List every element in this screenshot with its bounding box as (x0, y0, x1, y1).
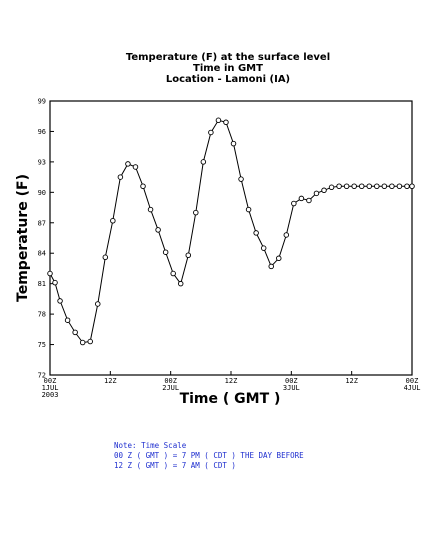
x-tick-label: 4JUL (404, 384, 421, 392)
chart-title-line-1: Temperature (F) at the surface level (126, 52, 330, 63)
data-point (253, 230, 259, 236)
data-point (208, 129, 214, 136)
y-axis-ticks: 72 75 78 81 84 87 90 93 96 99 (38, 98, 54, 380)
data-point (79, 339, 86, 346)
data-point (223, 119, 229, 126)
data-point (343, 183, 350, 189)
data-point (268, 263, 274, 270)
data-point (162, 249, 169, 255)
chart-title-line-2: Time in GMT (193, 63, 263, 74)
x-tick-label: 12Z (104, 377, 117, 385)
data-point (366, 183, 373, 189)
y-tick-label: 84 (38, 250, 46, 258)
data-point (291, 200, 297, 207)
data-point (200, 159, 207, 165)
data-point (374, 183, 380, 189)
note-line-3: 12 Z ( GMT ) = 7 AM ( CDT ) (114, 461, 236, 470)
data-point (170, 270, 176, 277)
data-point (389, 183, 395, 189)
data-point (177, 280, 184, 287)
x-tick-label: 00Z (164, 377, 177, 385)
x-tick-label: 2003 (42, 391, 59, 399)
x-tick-label: 00Z (44, 377, 57, 385)
data-point (57, 298, 63, 304)
chart-title-line-3: Location - Lamoni (IA) (166, 74, 290, 85)
data-point (147, 206, 154, 213)
x-tick-label: 00Z (406, 377, 419, 385)
data-point (409, 183, 415, 189)
data-point (125, 161, 131, 167)
y-tick-label: 87 (38, 219, 46, 227)
y-tick-label: 90 (38, 189, 46, 197)
y-tick-label: 99 (38, 98, 46, 106)
data-point (185, 252, 192, 259)
y-tick-label: 78 (38, 311, 46, 319)
x-tick-label: 3JUL (283, 384, 300, 392)
y-tick-label: 72 (38, 372, 46, 380)
data-point (64, 317, 71, 323)
y-tick-label: 75 (38, 341, 46, 349)
data-point (321, 187, 327, 194)
y-tick-label: 81 (38, 280, 46, 288)
data-point (238, 176, 244, 182)
x-axis-label: Time ( GMT ) (180, 391, 281, 407)
temperature-line (49, 119, 412, 344)
data-point (132, 164, 139, 170)
x-tick-label: 12Z (345, 377, 358, 385)
data-point (276, 255, 282, 262)
data-point (336, 183, 342, 189)
data-point (52, 279, 58, 286)
data-point (140, 183, 146, 189)
data-point (72, 329, 78, 336)
temperature-series (47, 117, 415, 346)
data-point (230, 140, 237, 147)
note-line-1: Note: Time Scale (114, 441, 187, 450)
data-point (102, 254, 109, 261)
data-point (306, 197, 312, 204)
x-tick-label: 1JUL (42, 384, 59, 392)
y-tick-label: 93 (38, 158, 46, 166)
plot-frame (49, 100, 413, 376)
data-point (110, 217, 116, 224)
data-point (396, 183, 403, 189)
data-point (193, 209, 199, 216)
data-point (47, 270, 53, 277)
data-point (358, 183, 365, 189)
data-point (283, 232, 290, 238)
data-point (351, 183, 357, 189)
x-tick-label: 2JUL (162, 384, 179, 392)
data-point (313, 190, 320, 197)
data-point (87, 338, 93, 345)
data-point (215, 117, 222, 124)
data-point (245, 206, 252, 213)
data-point (404, 183, 410, 189)
data-point (381, 183, 388, 189)
y-tick-label: 96 (38, 128, 46, 136)
note-line-2: 00 Z ( GMT ) = 7 PM ( CDT ) THE DAY BEFO… (114, 451, 304, 460)
x-tick-label: 00Z (285, 377, 298, 385)
x-tick-label: 12Z (225, 377, 238, 385)
y-axis-label: Temperature (F) (15, 174, 31, 302)
data-point (95, 301, 101, 307)
data-point (117, 174, 124, 180)
data-point (260, 245, 267, 251)
data-point (298, 195, 305, 202)
data-point (155, 227, 161, 233)
data-point (328, 184, 335, 191)
